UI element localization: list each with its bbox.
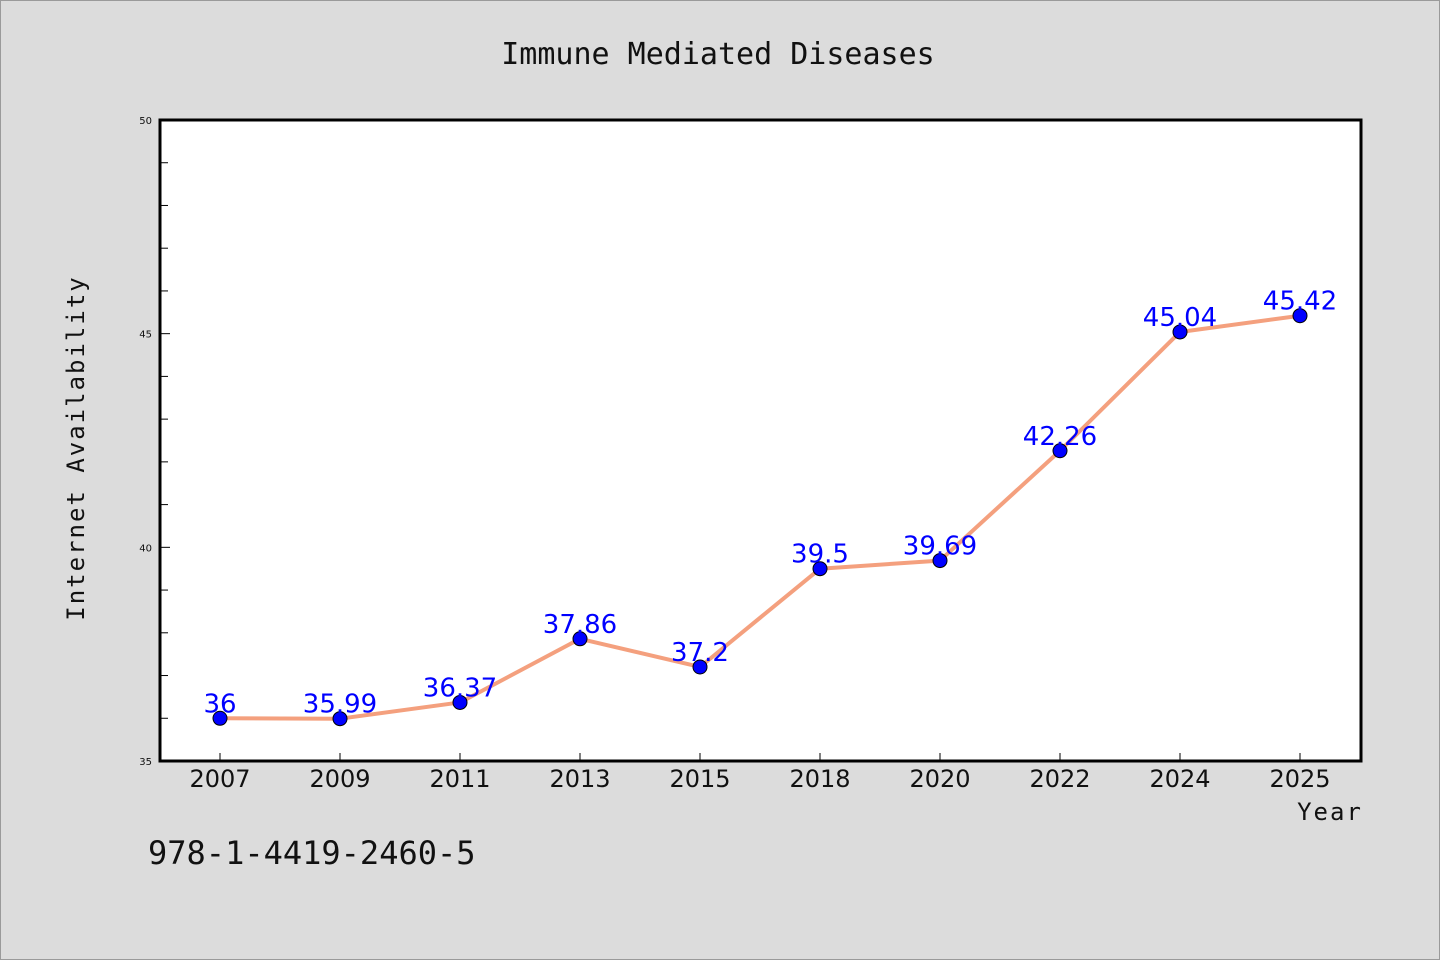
data-label: 42.26 xyxy=(1023,422,1097,452)
data-point xyxy=(572,631,588,647)
x-tick-label: 2011 xyxy=(429,765,490,793)
y-axis: 35 40 45 50 xyxy=(139,116,170,768)
data-point xyxy=(812,561,828,577)
y-tick-label: 50 xyxy=(139,116,152,127)
data-point xyxy=(332,711,348,727)
x-axis-label: Year xyxy=(1297,798,1363,826)
data-point xyxy=(692,659,708,675)
series-layer xyxy=(212,308,1308,727)
data-label: 45.04 xyxy=(1143,303,1217,333)
x-tick-label: 2015 xyxy=(669,765,730,793)
plot-area xyxy=(158,118,1363,763)
y-tick-label: 45 xyxy=(139,330,152,341)
y-axis-label: Internet Availability xyxy=(62,275,90,620)
isbn-text: 978-1-4419-2460-5 xyxy=(148,834,476,872)
data-point xyxy=(1172,324,1188,340)
data-point xyxy=(1052,443,1068,459)
data-point xyxy=(932,553,948,569)
x-tick-label: 2022 xyxy=(1029,765,1090,793)
x-tick-label: 2009 xyxy=(309,765,370,793)
x-tick-label: 2020 xyxy=(909,765,970,793)
x-tick-label: 2013 xyxy=(549,765,610,793)
x-tick-label: 2018 xyxy=(789,765,850,793)
data-label: 37.86 xyxy=(543,610,617,640)
data-label: 36 xyxy=(203,689,236,719)
data-point xyxy=(452,694,468,710)
x-axis: 2007 2009 2011 2013 2015 2018 2020 2022 2024 2025 xyxy=(189,753,1331,793)
x-tick-label: 2025 xyxy=(1269,765,1330,793)
chart-title: Immune Mediated Diseases xyxy=(501,37,934,72)
data-label: 36.37 xyxy=(423,673,497,703)
series-line xyxy=(218,313,1302,721)
x-tick-label: 2007 xyxy=(189,765,250,793)
data-point xyxy=(1292,308,1308,324)
data-label: 35.99 xyxy=(303,690,377,720)
data-label: 39.69 xyxy=(903,532,977,562)
data-label: 37.2 xyxy=(671,638,729,668)
data-point xyxy=(212,710,228,726)
y-tick-label: 40 xyxy=(139,543,152,554)
y-tick-label: 35 xyxy=(139,757,152,768)
data-labels-layer: 36 35.99 36.37 37.86 37.2 39.5 39.69 42.26 45.04… xyxy=(203,287,1337,720)
data-label: 39.5 xyxy=(791,540,849,570)
x-tick-label: 2024 xyxy=(1149,765,1210,793)
data-label: 45.42 xyxy=(1263,287,1337,317)
